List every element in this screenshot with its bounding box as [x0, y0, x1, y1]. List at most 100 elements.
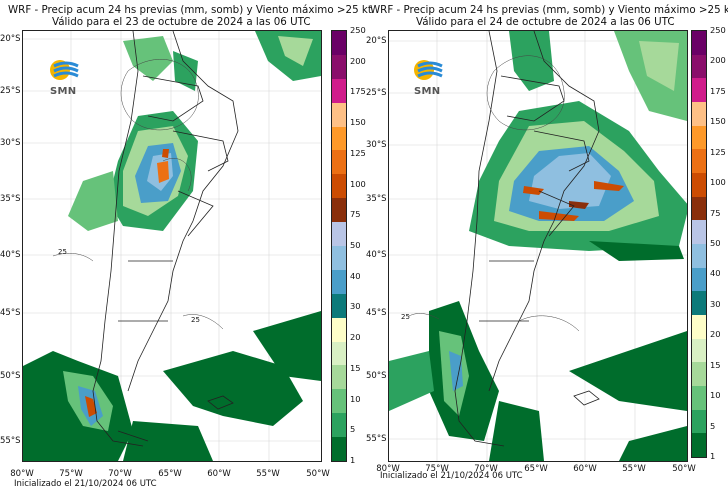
lat-label: 20°S [366, 36, 387, 46]
colorbar-tick-label: 40 [350, 270, 361, 281]
colorbar-segment [332, 413, 346, 438]
colorbar-segment [332, 174, 346, 199]
colorbar-segment [332, 222, 346, 246]
precipitation-field [389, 31, 687, 461]
colorbar-segment [332, 126, 346, 151]
panel-subtitle: Válido para el 24 de octubre de 2024 a l… [416, 16, 675, 28]
lon-label: 75°W [59, 469, 83, 479]
lon-label: 80°W [10, 469, 34, 479]
colorbar-segment [332, 150, 346, 175]
colorbar-tick-label: 30 [350, 301, 361, 312]
lon-label: 55°W [622, 464, 646, 474]
map-panel-right: WRF - Precip acum 24 hs previas (mm, som… [364, 0, 728, 494]
smn-logo-icon [48, 58, 84, 88]
lon-label: 70°W [108, 469, 132, 479]
colorbar-segment [692, 386, 706, 410]
lat-label: 50°S [366, 371, 387, 381]
smn-logo-icon [412, 58, 448, 88]
colorbar-segment [332, 54, 346, 79]
lon-label: 75°W [425, 464, 449, 474]
colorbar-segment [332, 31, 346, 55]
map-svg [389, 31, 687, 461]
colorbar-tick-label: 5 [350, 424, 356, 435]
colorbar-tick-label: 75 [710, 207, 721, 218]
colorbar-tick-label: 150 [710, 116, 726, 127]
logo-text: SMN [414, 86, 441, 97]
colorbar-segment [692, 267, 706, 292]
colorbar-tick-label: 200 [350, 55, 366, 66]
init-label: Inicializado el 21/10/2024 06 UTC [380, 471, 523, 481]
colorbar-tick-label: 15 [710, 359, 721, 370]
colorbar-tick-label: 100 [350, 178, 366, 189]
colorbar-segment [332, 198, 346, 223]
colorbar-segment [692, 362, 706, 386]
colorbar-tick-label: 175 [710, 85, 726, 96]
colorbar-segment [332, 269, 346, 294]
colorbar-tick-label: 250 [710, 25, 726, 35]
lat-label: 45°S [0, 308, 21, 318]
lon-label: 65°W [158, 469, 182, 479]
colorbar-tick-label: 10 [710, 390, 721, 401]
colorbar-tick-label: 15 [350, 362, 361, 373]
colorbar-segment [332, 365, 346, 390]
colorbar-tick-label: 20 [710, 329, 721, 340]
colorbar-segment [332, 78, 346, 103]
colorbar-segment [332, 341, 346, 366]
lon-label: 55°W [256, 469, 280, 479]
colorbar-tick-label: 1 [710, 451, 716, 461]
colorbar-tick-label: 50 [710, 238, 721, 248]
map-area: 25 [388, 30, 688, 462]
colorbar-tick-label: 125 [350, 147, 366, 158]
colorbar-segment [692, 220, 706, 244]
colorbar-segment [692, 291, 706, 315]
colorbar-segment [692, 409, 706, 434]
colorbar-tick-label: 150 [350, 117, 366, 128]
colorbar-tick-label: 40 [710, 268, 721, 279]
init-label: Inicializado el 21/10/2024 06 UTC [14, 479, 157, 489]
colorbar-segment [692, 196, 706, 221]
lat-label: 40°S [366, 250, 387, 260]
colorbar-tick-label: 75 [350, 209, 361, 220]
colorbar-segment [692, 433, 706, 457]
colorbar-segment [692, 31, 706, 55]
colorbar-tick-label: 100 [710, 177, 726, 188]
lon-label: 50°W [672, 464, 696, 474]
colorbar-tick-label: 10 [350, 393, 361, 404]
colorbar-segment [332, 102, 346, 127]
colorbar-tick-label: 200 [710, 55, 726, 66]
wind-contours [408, 55, 580, 332]
contour-label: 25 [401, 313, 410, 321]
lon-label: 65°W [524, 464, 548, 474]
contour-label: 25 [58, 248, 67, 256]
colorbar-segment [332, 437, 346, 461]
map-panel-left: WRF - Precip acum 24 hs previas (mm, som… [0, 4, 372, 489]
colorbar [691, 30, 707, 458]
lat-label: 20°S [0, 34, 21, 44]
lat-label: 30°S [366, 140, 387, 150]
colorbar-segment [332, 389, 346, 414]
lat-label: 35°S [366, 194, 387, 204]
colorbar-segment [692, 149, 706, 173]
colorbar-tick-label: 175 [350, 86, 366, 97]
lon-label: 60°W [207, 469, 231, 479]
lat-label: 55°S [0, 436, 21, 446]
map-svg [23, 31, 321, 461]
panel-title: WRF - Precip acum 24 hs previas (mm, som… [370, 4, 728, 16]
colorbar-tick-label: 1 [350, 455, 356, 465]
colorbar-segment [332, 317, 346, 342]
coastlines [92, 31, 239, 447]
colorbar-tick-label: 125 [710, 146, 726, 157]
colorbar-segment [692, 78, 706, 102]
lon-label: 60°W [573, 464, 597, 474]
panel-subtitle: Válido para el 23 de octubre de 2024 a l… [52, 16, 311, 28]
colorbar-segment [692, 102, 706, 126]
lat-label: 40°S [0, 250, 21, 260]
colorbar-segment [692, 125, 706, 150]
colorbar-tick-label: 30 [710, 298, 721, 309]
colorbar-segment [692, 315, 706, 339]
logo-text: SMN [50, 86, 77, 97]
precipitation-field [23, 31, 321, 461]
coastlines [454, 31, 600, 447]
colorbar-segment [692, 244, 706, 268]
lat-label: 45°S [366, 308, 387, 318]
